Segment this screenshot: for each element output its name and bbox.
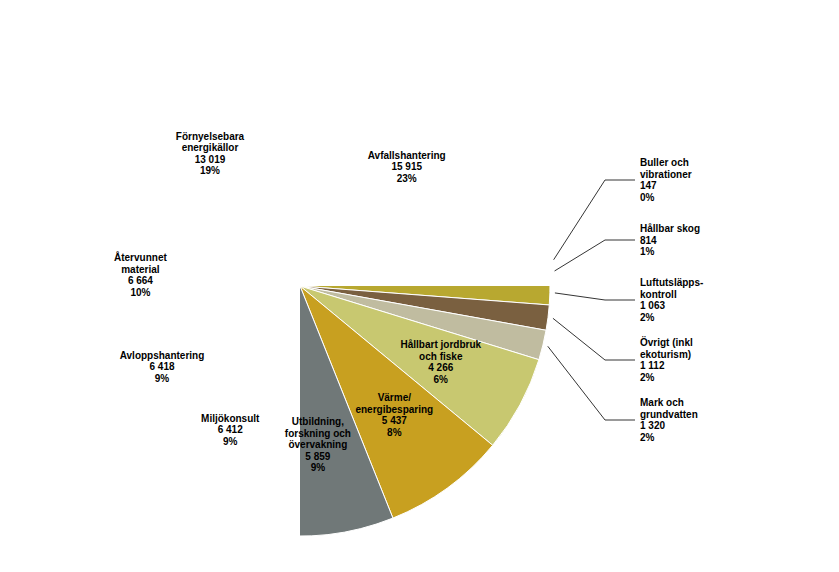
slice-label: Värme/energi­besparing5 4378% <box>355 392 433 438</box>
label-count: 814 <box>640 235 657 246</box>
label-count: 4 266 <box>428 362 453 373</box>
labels: Avfallshantering15 91523% Hållbart jordbr… <box>114 131 703 474</box>
label-share: 2% <box>640 432 655 443</box>
label-name: och fiske <box>419 351 463 362</box>
label-share: 2% <box>640 312 655 323</box>
label-name: forskning och <box>285 428 351 439</box>
leader-line <box>548 346 635 420</box>
label-name: Buller och <box>640 157 689 168</box>
label-name: Förnyelsebara <box>176 131 245 142</box>
label-name: Återvunnet <box>114 251 167 263</box>
label-share: 9% <box>155 373 170 384</box>
label-name: ekoturism) <box>640 349 691 360</box>
label-share: 6% <box>434 374 449 385</box>
label-share: 8% <box>387 427 402 438</box>
label-share: 9% <box>311 462 326 473</box>
label-name: Övrigt (inkl <box>640 336 693 348</box>
label-count: 5 437 <box>382 415 407 426</box>
label-share: 9% <box>223 436 238 447</box>
label-count: 1 112 <box>640 360 665 371</box>
label-name: vibrationer <box>640 169 692 180</box>
label-name: Miljökonsult <box>201 413 260 424</box>
label-share: 1% <box>640 246 655 257</box>
slice-label: Förnyelsebaraenergi­källor13 01919% <box>176 131 245 177</box>
label-count: 1 063 <box>640 300 665 311</box>
label-name: Avloppshantering <box>120 350 205 361</box>
label-count: 147 <box>640 180 657 191</box>
slice-label: Avfallshantering15 91523% <box>368 150 446 184</box>
slice-label: Buller ochvibrationer1470% <box>640 157 692 203</box>
label-name: Avfallshantering <box>368 150 446 161</box>
label-name: Luftutsläpps- <box>640 277 703 288</box>
slice-label: Luftutsläpps-kontroll1 0632% <box>640 277 703 323</box>
label-name: Värme/ <box>378 392 412 403</box>
label-count: 1 320 <box>640 420 665 431</box>
label-name: Hållbart jordbruk <box>401 339 482 350</box>
label-count: 13 019 <box>195 154 226 165</box>
label-share: 19% <box>200 165 220 176</box>
slice-label: Hållbart jordbrukoch fiske4 2666% <box>401 339 482 385</box>
label-name: energi­källor <box>182 142 239 153</box>
label-name: övervakning <box>288 439 347 450</box>
label-name: kontroll <box>640 289 677 300</box>
slice-label: Miljökonsult6 4129% <box>201 413 260 447</box>
label-count: 6 664 <box>128 275 153 286</box>
slice-label: Mark ochgrundvatten1 3202% <box>640 397 698 443</box>
label-name: Hållbar skog <box>640 223 700 234</box>
pie <box>300 286 550 536</box>
label-name: grundvatten <box>640 409 698 420</box>
chart: Avfallshantering15 91523% Hållbart jordbr… <box>0 0 839 572</box>
label-name: material <box>121 264 160 275</box>
label-share: 2% <box>640 372 655 383</box>
label-count: 6 418 <box>149 361 174 372</box>
slice-label: Hållbar skog8141% <box>640 223 700 257</box>
label-name: energi­besparing <box>355 404 433 415</box>
slice-label: Återvunnetmaterial6 66410% <box>114 251 167 297</box>
label-count: 15 915 <box>391 161 422 172</box>
label-name: Utbildning, <box>292 416 344 427</box>
label-count: 5 859 <box>305 451 330 462</box>
label-share: 0% <box>640 192 655 203</box>
leader-line <box>553 318 635 360</box>
leader-line <box>554 180 635 260</box>
slice-label: Utbildning,forskning ochövervakning5 859… <box>285 416 351 473</box>
leader-line <box>555 293 635 300</box>
slice-label: Övrigt (inklekoturism)1 1122% <box>640 336 693 383</box>
label-share: 23% <box>397 173 417 184</box>
slice-label: Avloppshantering6 4189% <box>120 350 205 384</box>
label-share: 10% <box>130 287 150 298</box>
leader-line <box>555 240 635 271</box>
label-count: 6 412 <box>218 424 243 435</box>
label-name: Mark och <box>640 397 684 408</box>
